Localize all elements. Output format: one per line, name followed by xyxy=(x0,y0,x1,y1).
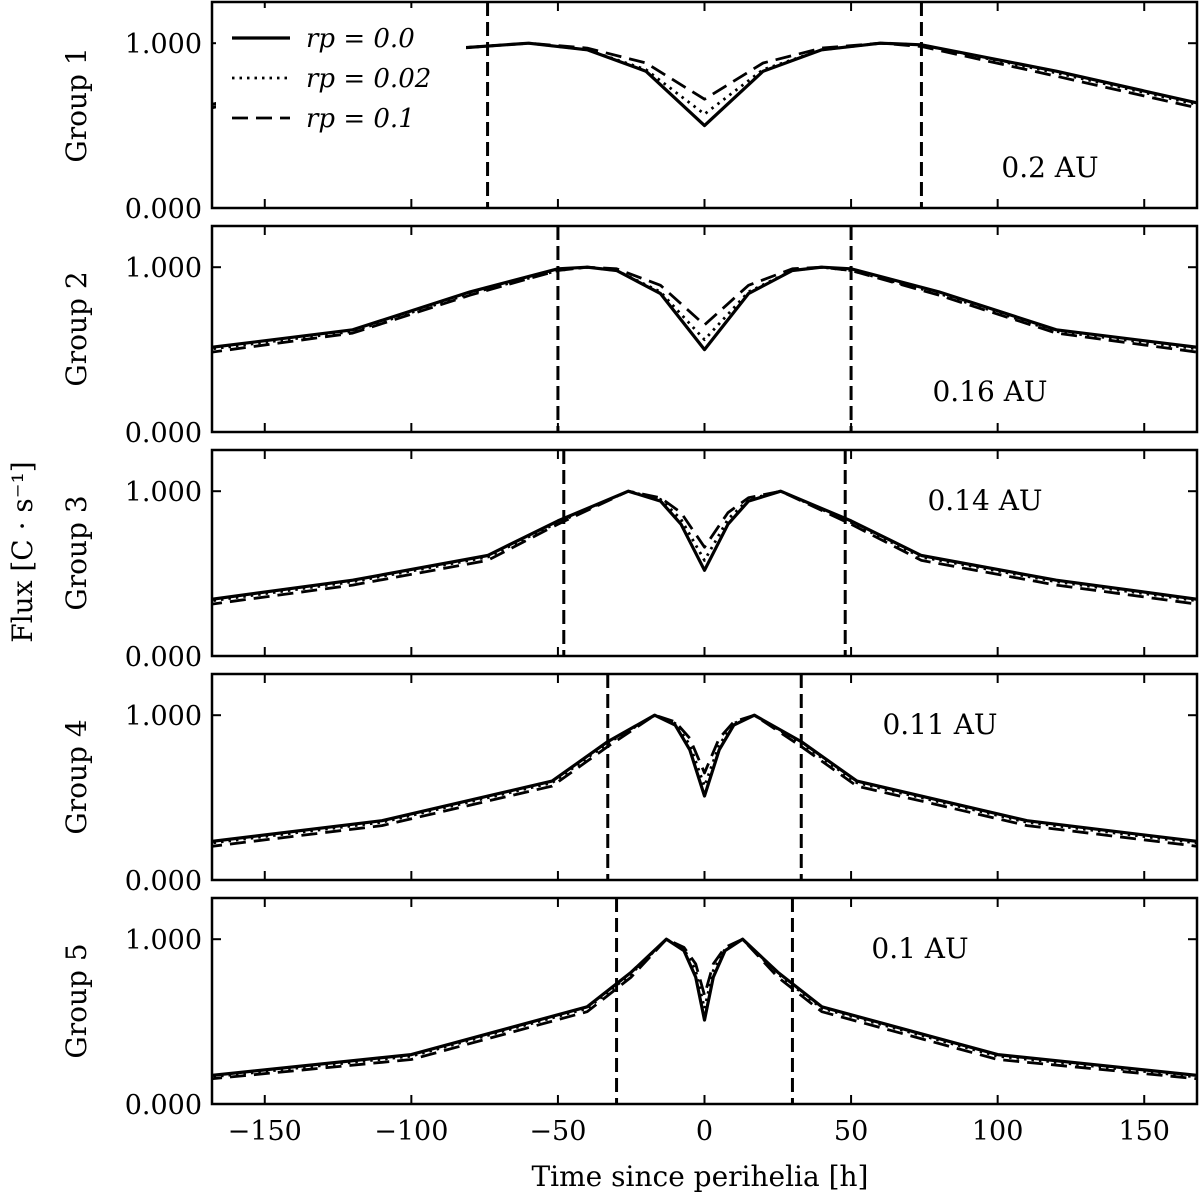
y-axis-title: Flux [C · s⁻¹] xyxy=(6,461,39,642)
panel-annotation: 0.14 AU xyxy=(927,484,1042,517)
x-tick-label: 150 xyxy=(1118,1116,1170,1147)
legend: rp = 0.0 rp = 0.02 rp = 0.1 xyxy=(216,8,466,138)
series-line-3 xyxy=(212,937,1197,1081)
legend-label-2: rp = 0.02 xyxy=(306,64,431,94)
panel-ylabel: Group 5 xyxy=(60,943,93,1058)
series-line-1 xyxy=(212,713,1197,843)
y-tick-label: 0.000 xyxy=(125,418,202,449)
panel-ylabel: Group 4 xyxy=(60,719,93,834)
x-tick-label: −150 xyxy=(228,1116,302,1147)
series-group xyxy=(212,937,1197,1081)
series-line-1 xyxy=(212,265,1197,352)
series-line-2 xyxy=(212,41,1197,116)
legend-label-1: rp = 0.0 xyxy=(306,24,415,54)
panels: 0.000 1.000 Group 1 0.2 AU 0.000 1.000 Group 2… xyxy=(60,0,1199,1147)
y-tick-label: 1.000 xyxy=(125,477,202,508)
series-line-2 xyxy=(212,265,1197,351)
series-group xyxy=(212,713,1197,848)
panel-frame xyxy=(210,672,1199,882)
series-group xyxy=(212,265,1197,354)
y-tick-label: 1.000 xyxy=(125,925,202,956)
series-line-2 xyxy=(212,937,1197,1079)
y-tick-label: 1.000 xyxy=(125,701,202,732)
x-tick-label: 100 xyxy=(972,1116,1024,1147)
series-group xyxy=(212,489,1197,606)
panel-ylabel: Group 3 xyxy=(60,495,93,610)
y-tick-label: 1.000 xyxy=(125,29,202,60)
x-tick-label: 0 xyxy=(696,1116,713,1147)
panel-3: 0.000 1.000 Group 3 0.14 AU xyxy=(60,448,1199,673)
series-line-2 xyxy=(212,713,1197,845)
panel-4: 0.000 1.000 Group 4 0.11 AU xyxy=(60,672,1199,897)
panel-annotation: 0.16 AU xyxy=(932,375,1047,408)
series-line-3 xyxy=(212,265,1197,354)
series-line-3 xyxy=(212,713,1197,848)
panel-ylabel: Group 1 xyxy=(60,47,93,162)
panel-2: 0.000 1.000 Group 2 0.16 AU xyxy=(60,224,1199,449)
panel-1: 0.000 1.000 Group 1 0.2 AU xyxy=(60,0,1199,225)
series-line-1 xyxy=(212,489,1197,601)
series-line-3 xyxy=(212,41,1197,110)
y-tick-label: 0.000 xyxy=(125,866,202,897)
x-axis-title: Time since perihelia [h] xyxy=(532,1160,869,1193)
y-tick-label: 0.000 xyxy=(125,1090,202,1121)
panel-frame xyxy=(210,896,1199,1106)
panel-5: 0.000 1.000 −150 −100 −50 0 50 100 150 Group 5 0.1… xyxy=(60,896,1199,1147)
series-line-3 xyxy=(212,489,1197,606)
y-tick-label: 0.000 xyxy=(125,194,202,225)
y-tick-label: 0.000 xyxy=(125,642,202,673)
panel-annotation: 0.11 AU xyxy=(882,708,997,741)
panel-frame xyxy=(210,448,1199,658)
x-tick-label: −50 xyxy=(529,1116,586,1147)
series-line-1 xyxy=(212,937,1197,1077)
y-tick-label: 1.000 xyxy=(125,253,202,284)
legend-label-3: rp = 0.1 xyxy=(306,104,415,134)
x-tick-label: −100 xyxy=(374,1116,448,1147)
panel-ylabel: Group 2 xyxy=(60,271,93,386)
legend-box xyxy=(216,8,466,138)
x-tick-label: 50 xyxy=(834,1116,868,1147)
series-line-2 xyxy=(212,489,1197,603)
panel-annotation: 0.2 AU xyxy=(1001,151,1098,184)
panel-annotation: 0.1 AU xyxy=(871,932,968,965)
